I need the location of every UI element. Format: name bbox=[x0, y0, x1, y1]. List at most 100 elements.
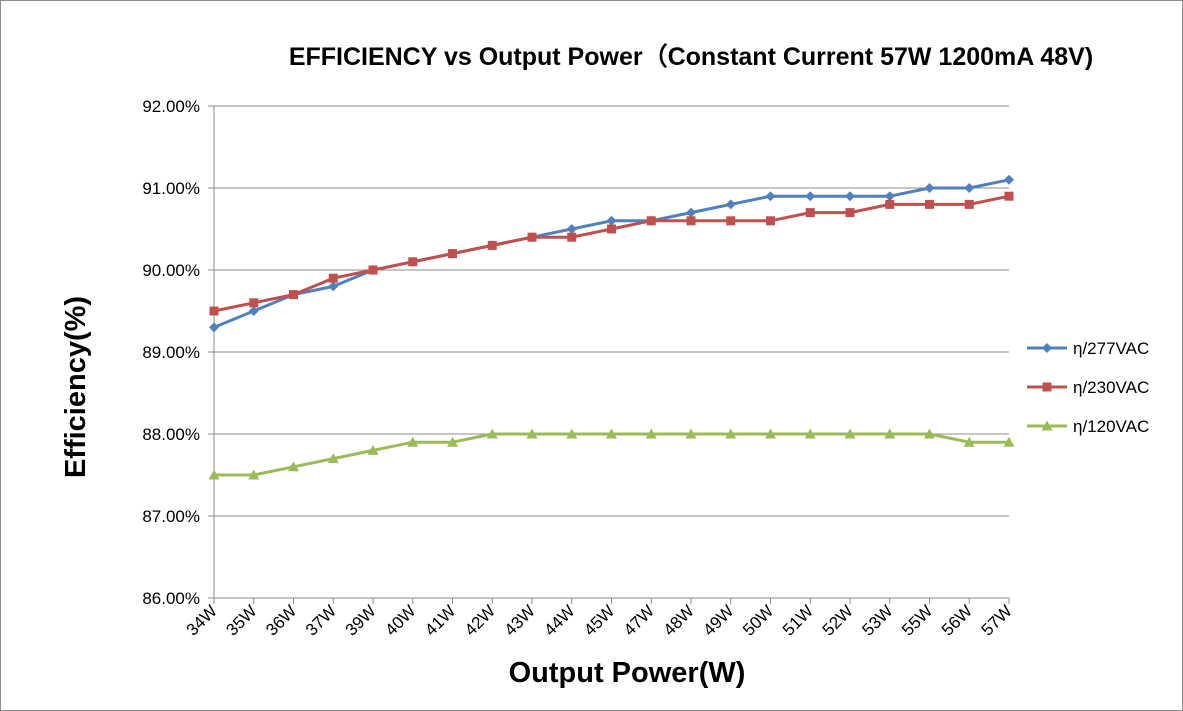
y-tick-label: 88.00% bbox=[142, 425, 200, 444]
data-point-square bbox=[1042, 382, 1052, 392]
data-point-square bbox=[209, 306, 219, 316]
data-point-triangle bbox=[367, 444, 379, 455]
data-point-square bbox=[686, 216, 696, 226]
data-point-square bbox=[646, 216, 656, 226]
data-point-diamond bbox=[845, 191, 855, 202]
data-point-square bbox=[368, 265, 378, 275]
data-point-triangle bbox=[447, 436, 458, 447]
series-2 bbox=[209, 191, 1014, 316]
x-tick-label: 45W bbox=[580, 601, 618, 639]
x-tick-label: 51W bbox=[779, 601, 817, 639]
data-point-square bbox=[289, 290, 298, 300]
data-point-triangle bbox=[725, 428, 737, 439]
y-axis-title: Efficiency(%) bbox=[60, 296, 92, 478]
data-point-diamond bbox=[566, 224, 577, 234]
legend: η/277VAC η/230VAC η/120VAC bbox=[1027, 339, 1149, 436]
legend-item: η/230VAC bbox=[1027, 378, 1149, 397]
data-point-square bbox=[845, 208, 855, 218]
data-point-diamond bbox=[686, 207, 696, 218]
data-point-square bbox=[249, 298, 259, 308]
x-tick-label: 42W bbox=[461, 601, 499, 639]
legend-label: η/120VAC bbox=[1073, 417, 1149, 436]
data-point-triangle bbox=[765, 428, 776, 439]
data-point-square bbox=[766, 216, 775, 226]
data-point-diamond bbox=[328, 281, 339, 292]
legend-label: η/230VAC bbox=[1073, 378, 1149, 397]
data-point-triangle bbox=[884, 428, 896, 439]
x-tick-label: 44W bbox=[540, 601, 578, 639]
data-point-square bbox=[925, 199, 934, 209]
data-point-square bbox=[567, 232, 577, 242]
x-tick-label: 55W bbox=[898, 601, 936, 639]
y-tick-label: 86.00% bbox=[142, 589, 200, 608]
data-point-triangle bbox=[248, 469, 260, 480]
x-tick-label: 40W bbox=[381, 601, 419, 639]
x-tick-label: 41W bbox=[421, 601, 459, 639]
data-point-triangle bbox=[407, 436, 419, 447]
data-point-triangle bbox=[1041, 420, 1053, 431]
x-axis-title: Output Power(W) bbox=[509, 657, 746, 689]
y-tick-label: 87.00% bbox=[142, 507, 200, 526]
y-tick-label: 90.00% bbox=[142, 261, 200, 280]
data-point-diamond bbox=[964, 183, 975, 193]
data-point-square bbox=[328, 273, 338, 283]
series-lines bbox=[208, 174, 1015, 480]
y-tick-labels: 86.00% 87.00% 88.00% 89.00% 90.00% 91.00% 92.0… bbox=[142, 97, 200, 608]
data-point-triangle bbox=[486, 428, 498, 439]
data-point-square bbox=[805, 208, 815, 218]
data-point-square bbox=[1004, 191, 1014, 201]
y-tick-label: 92.00% bbox=[142, 97, 200, 116]
data-point-square bbox=[885, 199, 895, 209]
x-tick-label: 47W bbox=[620, 601, 658, 639]
data-point-diamond bbox=[248, 306, 259, 316]
x-tick-label: 50W bbox=[739, 601, 777, 639]
series-1 bbox=[209, 174, 1014, 333]
axes bbox=[208, 105, 1010, 604]
data-point-square bbox=[726, 216, 736, 226]
series-3 bbox=[208, 428, 1015, 480]
data-point-triangle bbox=[963, 436, 975, 447]
data-point-square bbox=[408, 257, 418, 267]
x-tick-label: 52W bbox=[819, 601, 857, 639]
x-tick-label: 43W bbox=[501, 601, 539, 639]
x-tick-label: 36W bbox=[262, 601, 300, 639]
data-point-square bbox=[527, 232, 537, 242]
data-point-square bbox=[964, 199, 974, 209]
x-tick-label: 53W bbox=[858, 601, 896, 639]
data-point-triangle bbox=[288, 461, 299, 472]
y-tick-label: 89.00% bbox=[142, 343, 200, 362]
data-point-diamond bbox=[1042, 343, 1052, 353]
data-point-diamond bbox=[725, 199, 736, 210]
data-point-square bbox=[487, 240, 497, 250]
x-tick-label: 39W bbox=[342, 601, 380, 639]
data-point-diamond bbox=[884, 191, 895, 202]
x-tick-labels: 34W 35W 36W 37W 39W 40W 41W 42W 43W 44W 45W 47W 48W 4… bbox=[183, 601, 1016, 639]
data-point-square bbox=[607, 224, 616, 234]
series-line bbox=[213, 194, 1010, 313]
data-point-triangle bbox=[924, 428, 935, 439]
chart-title: EFFICIENCY vs Output Power（Constant Curr… bbox=[289, 42, 1093, 71]
x-tick-label: 37W bbox=[302, 601, 340, 639]
data-point-triangle bbox=[566, 428, 578, 439]
x-tick-label: 56W bbox=[938, 601, 976, 639]
data-point-triangle bbox=[804, 428, 816, 439]
data-point-diamond bbox=[1004, 174, 1014, 185]
y-tick-label: 91.00% bbox=[142, 179, 200, 198]
data-point-diamond bbox=[606, 215, 617, 226]
data-point-triangle bbox=[685, 428, 697, 439]
data-point-diamond bbox=[765, 191, 776, 202]
data-point-diamond bbox=[924, 183, 935, 193]
data-point-triangle bbox=[208, 469, 220, 480]
data-point-triangle bbox=[844, 428, 856, 439]
data-point-square bbox=[448, 249, 457, 259]
legend-item: η/277VAC bbox=[1027, 339, 1149, 358]
data-point-triangle bbox=[606, 428, 617, 439]
x-tick-label: 35W bbox=[222, 601, 260, 639]
gridlines bbox=[214, 105, 1009, 599]
x-tick-label: 57W bbox=[978, 601, 1016, 639]
data-point-triangle bbox=[526, 428, 538, 439]
legend-label: η/277VAC bbox=[1073, 339, 1149, 358]
data-point-triangle bbox=[327, 453, 339, 464]
